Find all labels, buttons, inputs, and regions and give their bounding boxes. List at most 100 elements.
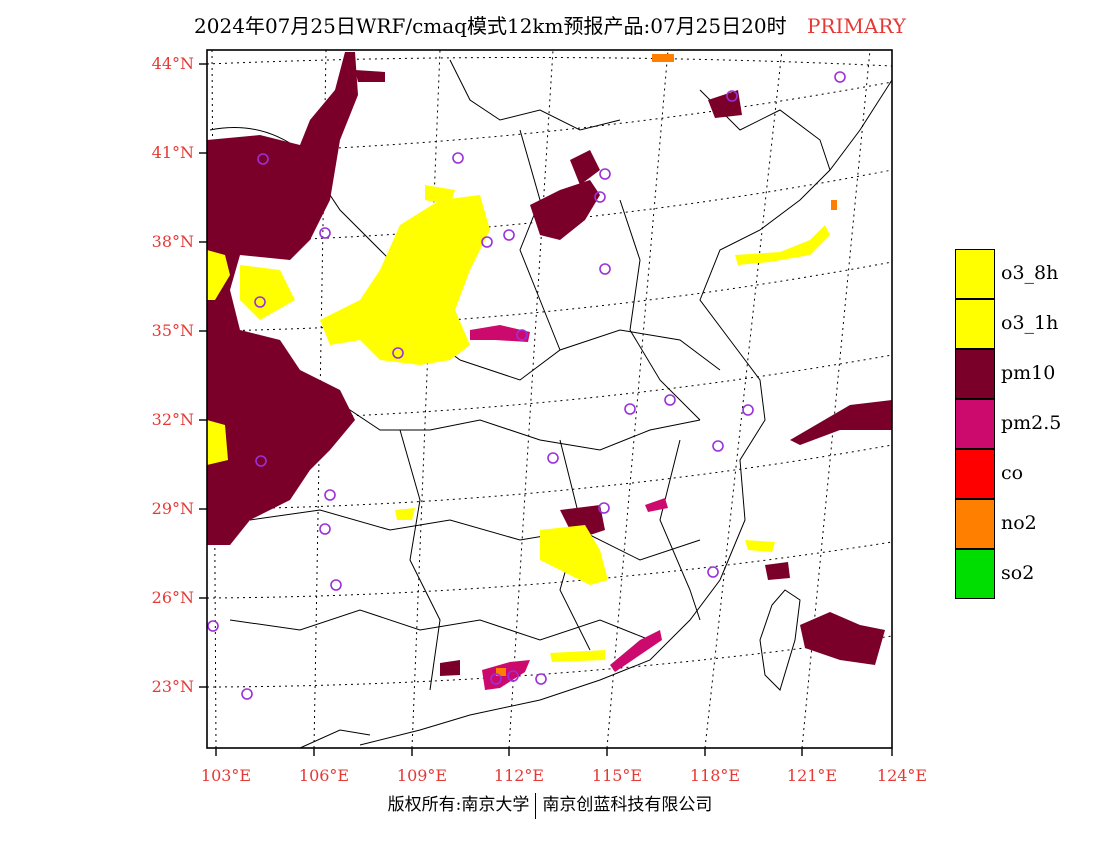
pm25-guangdong-east bbox=[610, 630, 662, 672]
latitude-label: 29°N bbox=[151, 499, 194, 518]
legend-label: pm10 bbox=[1001, 362, 1056, 384]
station-marker bbox=[255, 455, 267, 467]
parallel-35 bbox=[206, 261, 893, 332]
no2-north-patch bbox=[652, 54, 674, 62]
latitude-label: 44°N bbox=[151, 54, 194, 73]
station-marker bbox=[624, 403, 636, 415]
o3-sichuan-edge bbox=[240, 265, 295, 320]
station-marker bbox=[664, 394, 676, 406]
station-marker bbox=[535, 673, 547, 685]
province-line-10 bbox=[659, 439, 701, 621]
legend-swatch bbox=[955, 349, 995, 399]
longitude-label: 118°E bbox=[689, 766, 741, 785]
station-marker bbox=[707, 566, 719, 578]
hainan-edge bbox=[299, 729, 371, 749]
legend-swatch bbox=[955, 399, 995, 449]
longitude-label: 106°E bbox=[298, 766, 350, 785]
station-marker bbox=[490, 673, 502, 685]
station-marker bbox=[207, 620, 219, 632]
o3-coast-small bbox=[745, 540, 775, 552]
longitude-label: 109°E bbox=[396, 766, 448, 785]
pm25-hunan bbox=[645, 498, 668, 512]
legend-label: o3_1h bbox=[1001, 312, 1059, 334]
copyright-left: 版权所有:南京大学 bbox=[387, 795, 530, 815]
station-marker bbox=[516, 329, 528, 341]
legend-label: co bbox=[1001, 462, 1024, 484]
station-marker bbox=[742, 404, 754, 416]
pm10-northeast bbox=[708, 90, 742, 118]
station-marker bbox=[254, 296, 266, 308]
station-marker bbox=[319, 523, 331, 535]
latitude-label: 23°N bbox=[151, 677, 194, 696]
station-markers bbox=[207, 71, 846, 700]
province-line-5 bbox=[229, 609, 651, 641]
station-marker bbox=[452, 152, 464, 164]
meridian-118 bbox=[704, 49, 783, 749]
latitude-label: 38°N bbox=[151, 232, 194, 251]
station-marker bbox=[324, 489, 336, 501]
boundaries bbox=[209, 59, 893, 749]
longitude-label: 115°E bbox=[591, 766, 643, 785]
map-title: 2024年07月25日WRF/cmaq模式12km预报产品:07月25日20时 … bbox=[0, 10, 1100, 39]
station-marker bbox=[241, 688, 253, 700]
parallel-29 bbox=[206, 444, 893, 510]
map-frame bbox=[206, 49, 893, 749]
axis-ticks bbox=[199, 63, 893, 756]
o3-guangdong-streak bbox=[550, 650, 605, 662]
station-marker bbox=[599, 263, 611, 275]
title-main: 2024年07月25日WRF/cmaq模式12km预报产品:07月25日20时 bbox=[194, 14, 787, 38]
o3-west-lower bbox=[207, 420, 228, 465]
station-marker bbox=[599, 168, 611, 180]
copyright-divider bbox=[535, 792, 537, 819]
copyright-right: 南京创蓝科技有限公司 bbox=[542, 795, 713, 815]
longitude-label: 121°E bbox=[786, 766, 838, 785]
pm10-shanxi-hebei bbox=[530, 180, 600, 240]
o3-yunnan-small bbox=[395, 508, 415, 520]
copyright-footer: 版权所有:南京大学 南京创蓝科技有限公司 bbox=[0, 790, 1100, 819]
province-line-8 bbox=[399, 429, 441, 691]
province-line-7 bbox=[619, 199, 701, 421]
o3-loess-plateau bbox=[320, 195, 490, 365]
station-marker bbox=[507, 670, 519, 682]
legend-swatch bbox=[955, 449, 995, 499]
station-marker bbox=[726, 90, 738, 102]
station-marker bbox=[547, 452, 559, 464]
o3-west-edge bbox=[207, 250, 230, 300]
latitude-label: 35°N bbox=[151, 321, 194, 340]
longitude-label: 112°E bbox=[493, 766, 545, 785]
pm10-fujian bbox=[765, 562, 790, 580]
legend-swatch bbox=[955, 249, 995, 299]
parallel-44 bbox=[206, 56, 893, 67]
pm10-taiwan-east bbox=[800, 612, 885, 665]
province-line-1 bbox=[209, 127, 461, 361]
pm10-northwest-top bbox=[355, 70, 385, 82]
legend-label: so2 bbox=[1001, 562, 1035, 584]
o3-jiangxi bbox=[540, 525, 608, 585]
pm10-areas bbox=[207, 52, 892, 676]
legend-label: pm2.5 bbox=[1001, 412, 1062, 434]
legend-swatch bbox=[955, 499, 995, 549]
no2-areas bbox=[496, 54, 837, 676]
station-marker bbox=[392, 347, 404, 359]
station-marker bbox=[481, 236, 493, 248]
meridian-115 bbox=[606, 49, 669, 749]
no2-pearl-river bbox=[496, 668, 506, 676]
province-line-12 bbox=[449, 59, 621, 131]
province-line-2 bbox=[459, 329, 721, 381]
coastline bbox=[359, 79, 893, 746]
latitude-label: 32°N bbox=[151, 410, 194, 429]
longitude-label: 103°E bbox=[200, 766, 252, 785]
pm25-henan bbox=[470, 325, 530, 342]
pm10-beijing-patches bbox=[570, 150, 600, 185]
province-line-4 bbox=[249, 509, 701, 561]
station-marker bbox=[319, 227, 331, 239]
o3-bohai-streak bbox=[735, 225, 830, 265]
station-marker bbox=[330, 579, 342, 591]
legend-label: o3_8h bbox=[1001, 262, 1059, 284]
station-marker bbox=[503, 229, 515, 241]
latitude-label: 41°N bbox=[151, 143, 194, 162]
station-marker bbox=[598, 502, 610, 514]
legend-label: no2 bbox=[1001, 512, 1037, 534]
province-line-6 bbox=[519, 129, 561, 351]
